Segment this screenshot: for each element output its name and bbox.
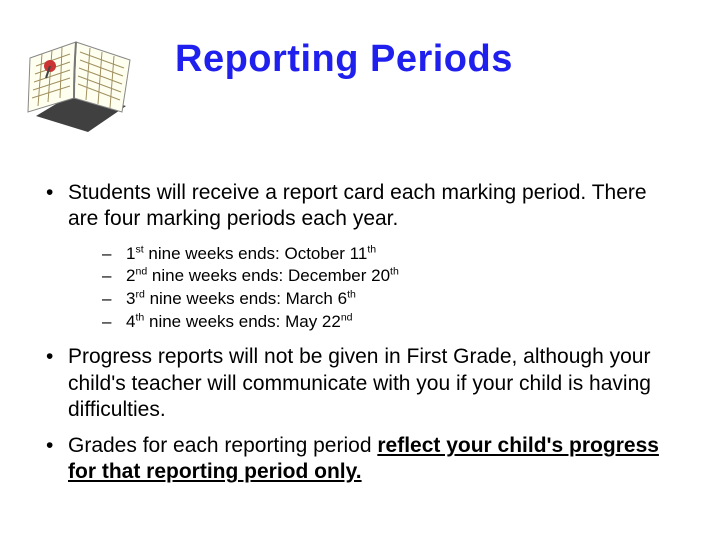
slide-title: Reporting Periods <box>175 38 513 81</box>
sub2-day-suffix: th <box>390 266 399 278</box>
slide-body: Students will receive a report card each… <box>42 180 680 496</box>
sub4-label: nine weeks ends: May 22 <box>144 312 341 331</box>
sub2-ord-suffix: nd <box>135 266 147 278</box>
bullet-2: Progress reports will not be given in Fi… <box>42 344 680 423</box>
sub3-label: nine weeks ends: March 6 <box>145 289 347 308</box>
bullet-1-text: Students will receive a report card each… <box>68 181 647 230</box>
sub4-ord-suffix: th <box>135 312 144 324</box>
sub-bullet-4: 4th nine weeks ends: May 22nd <box>68 311 680 334</box>
calendar-clipart-icon <box>18 20 138 140</box>
sub2-label: nine weeks ends: December 20 <box>147 266 390 285</box>
bullet-1: Students will receive a report card each… <box>42 180 680 334</box>
sub1-day-suffix: th <box>367 243 376 255</box>
sub1-ord-suffix: st <box>135 243 143 255</box>
bullet-2-text: Progress reports will not be given in Fi… <box>68 345 651 421</box>
sub-bullet-3: 3rd nine weeks ends: March 6th <box>68 288 680 311</box>
bullet-3: Grades for each reporting period reflect… <box>42 433 680 486</box>
bullet-3-pre: Grades for each reporting period <box>68 434 377 457</box>
sub4-day-suffix: nd <box>341 312 353 324</box>
sub1-label: nine weeks ends: October 11 <box>144 244 368 263</box>
sub3-ord-suffix: rd <box>135 289 144 301</box>
sub-bullet-1: 1st nine weeks ends: October 11th <box>68 243 680 266</box>
sub3-day-suffix: th <box>347 289 356 301</box>
sub-bullet-2: 2nd nine weeks ends: December 20th <box>68 265 680 288</box>
